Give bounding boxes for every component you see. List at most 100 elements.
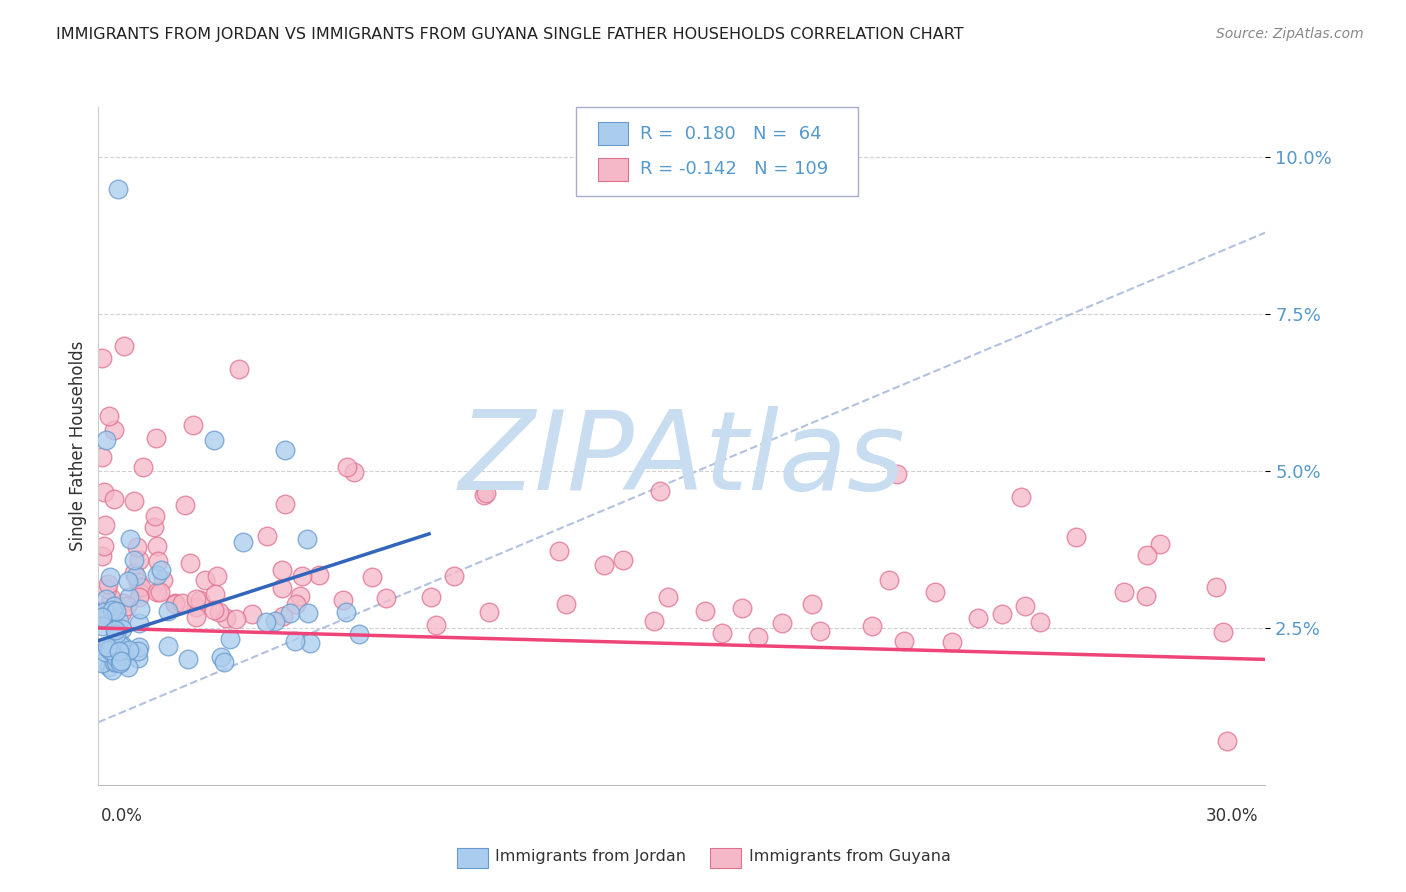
Point [209,650,232,665]
Point [1114,584,1136,599]
Point [271,609,294,624]
Point [128,590,150,604]
Point [188,593,211,607]
Point [343,465,366,479]
Point [274,443,297,458]
Point [194,573,217,587]
Point [285,597,308,611]
Point [264,614,287,628]
Point [165,596,187,610]
Point [924,585,946,599]
Point [1215,734,1237,748]
Point [1205,580,1227,594]
Point [115,599,138,614]
Point [336,459,359,474]
Point [118,533,141,547]
Point [128,553,150,567]
Point [111,605,134,619]
Point [117,660,139,674]
Text: R =  0.180   N =  64: R = 0.180 N = 64 [640,125,821,143]
Point [107,181,129,195]
Point [111,638,134,652]
Point [91,610,114,624]
Point [96,577,118,591]
Point [1014,599,1036,614]
Point [108,614,131,628]
Point [156,639,179,653]
Point [173,498,195,512]
Point [941,635,963,649]
Point [335,605,357,619]
Point [110,654,132,668]
Point [808,624,831,639]
Point [555,597,578,611]
Point [105,604,128,618]
Point [118,643,141,657]
Point [256,529,278,543]
Text: Immigrants from Guyana: Immigrants from Guyana [749,849,952,863]
Point [100,663,122,677]
Point [347,626,370,640]
Point [122,566,145,580]
Point [419,590,441,604]
Point [179,556,201,570]
Point [991,607,1014,621]
Point [308,567,330,582]
Point [271,582,294,596]
Text: Source: ZipAtlas.com: Source: ZipAtlas.com [1216,27,1364,41]
Point [112,596,135,610]
Point [101,602,124,616]
Point [886,467,908,481]
Point [108,644,131,658]
Point [100,591,122,606]
Point [96,640,118,654]
Point [112,338,135,352]
Point [967,611,990,625]
Point [710,625,733,640]
Text: 30.0%: 30.0% [1206,807,1258,825]
Point [860,619,883,633]
Point [146,567,169,582]
Point [91,656,114,670]
Point [111,623,134,637]
Point [117,574,139,588]
Point [93,603,115,617]
Y-axis label: Single Father Households: Single Father Households [69,341,87,551]
Point [146,585,169,599]
Point [93,539,115,553]
Point [150,563,173,577]
Point [96,591,118,606]
Point [125,540,148,554]
Point [879,573,901,587]
Point [374,591,396,606]
Point [148,554,170,568]
Point [1212,624,1234,639]
Point [131,459,153,474]
Point [747,630,769,644]
Point [93,605,115,619]
Point [425,617,447,632]
Point [91,351,114,365]
Point [94,518,117,533]
Point [177,652,200,666]
Point [1028,615,1050,629]
Point [801,598,824,612]
Point [274,497,297,511]
Point [118,591,141,605]
Point [184,610,207,624]
Point [103,656,125,670]
Point [472,488,495,502]
Point [104,621,127,635]
Point [108,638,131,652]
Point [103,492,125,507]
Point [202,433,225,447]
Point [202,603,225,617]
Point [100,639,122,653]
Point [98,643,121,657]
Point [93,608,115,623]
Text: R = -0.142   N = 109: R = -0.142 N = 109 [640,161,828,178]
Point [225,612,247,626]
Point [143,519,166,533]
Point [254,615,277,629]
Point [104,627,127,641]
